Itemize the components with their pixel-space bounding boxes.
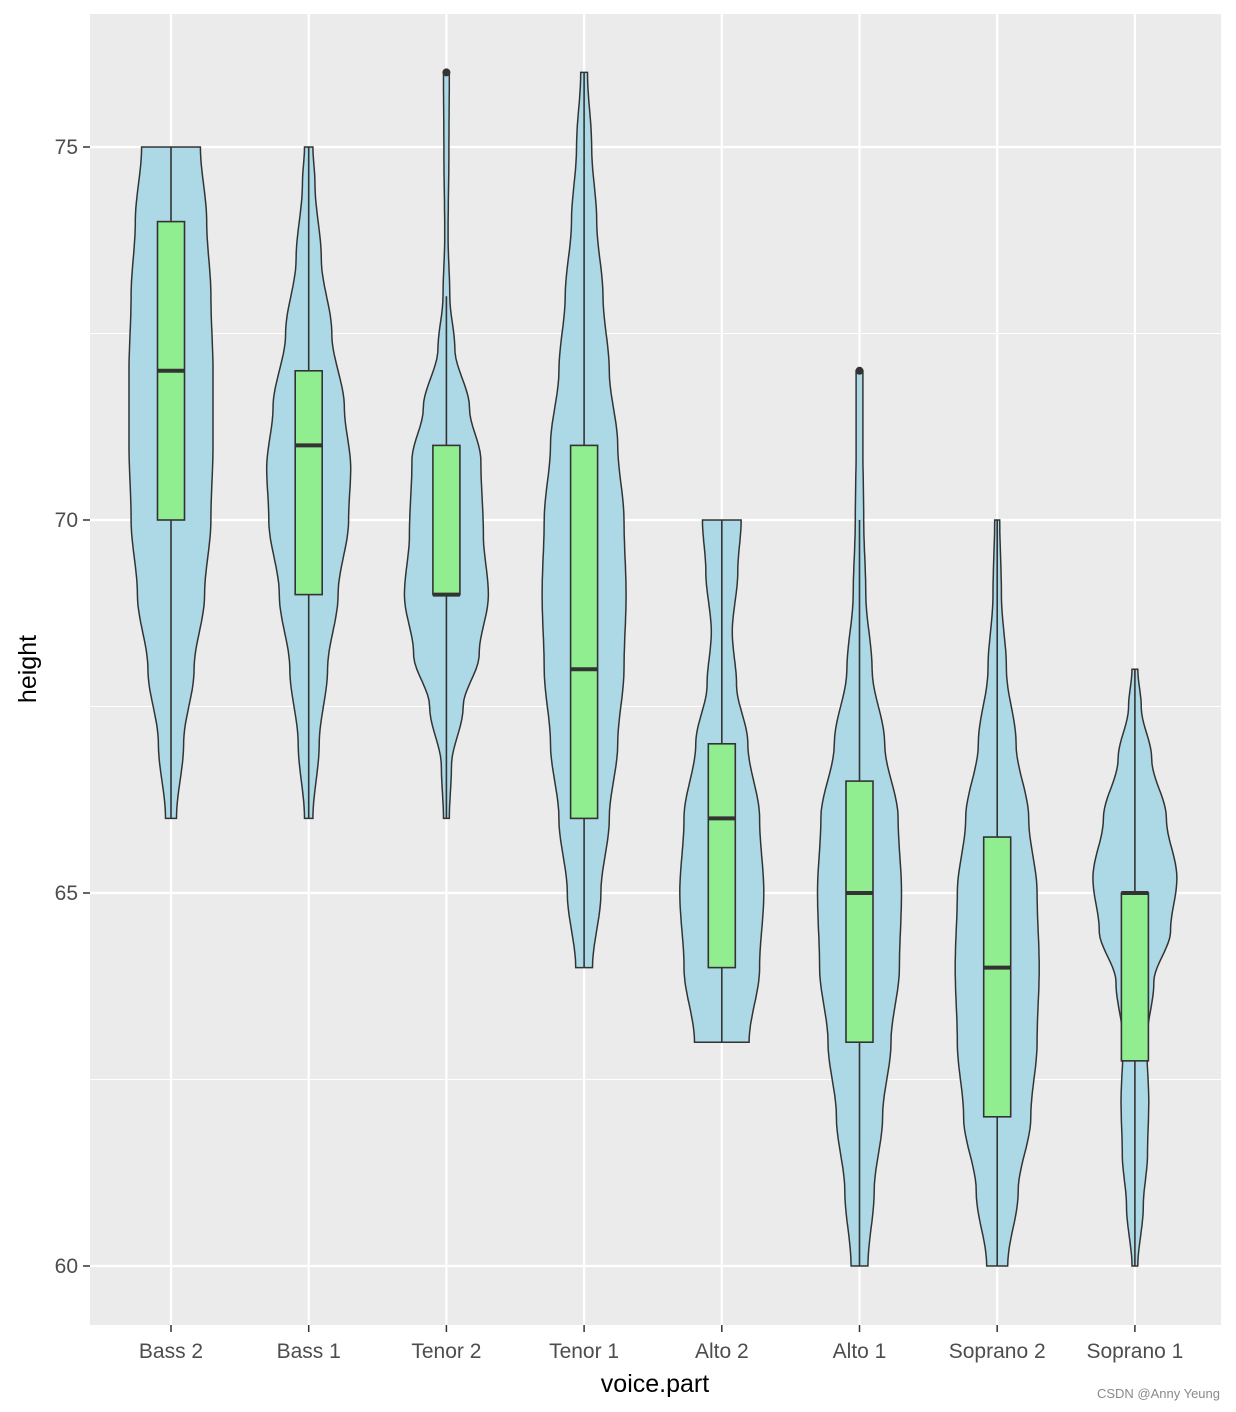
outlier-point	[442, 68, 451, 77]
x-tick-label: Tenor 1	[549, 1340, 619, 1363]
box-bass-1	[294, 369, 324, 596]
y-tick-label: 75	[55, 136, 78, 159]
plot-panel	[90, 14, 1221, 1325]
box-soprano-1	[1120, 892, 1150, 1062]
box-soprano-2	[982, 836, 1012, 1118]
y-axis-title: height	[14, 635, 42, 703]
x-axis: Bass 2 Bass 1 Tenor 2 Tenor 1 Alto 2 Alto 1 So…	[139, 1325, 1183, 1363]
y-tick-label: 60	[55, 1255, 78, 1278]
box-alto-2	[707, 742, 737, 969]
box-tenor-1	[569, 444, 599, 820]
outlier-point	[855, 366, 864, 375]
box-alto-1	[845, 780, 874, 1043]
x-tick-label: Alto 1	[833, 1340, 887, 1363]
x-axis-title: voice.part	[601, 1370, 709, 1398]
x-tick-label: Soprano 1	[1086, 1340, 1183, 1363]
x-tick-label: Tenor 2	[411, 1340, 481, 1363]
watermark: CSDN @Anny Yeung	[1097, 1386, 1220, 1401]
box-layer	[156, 68, 1150, 1266]
x-tick-label: Soprano 2	[949, 1340, 1046, 1363]
y-tick-label: 70	[55, 509, 78, 532]
x-tick-label: Bass 2	[139, 1340, 203, 1363]
x-tick-label: Alto 2	[695, 1340, 749, 1363]
x-tick-label: Bass 1	[277, 1340, 341, 1363]
y-tick-label: 65	[55, 882, 78, 905]
y-axis: 60 65 70 75	[55, 136, 90, 1278]
box-tenor-2	[432, 444, 461, 596]
